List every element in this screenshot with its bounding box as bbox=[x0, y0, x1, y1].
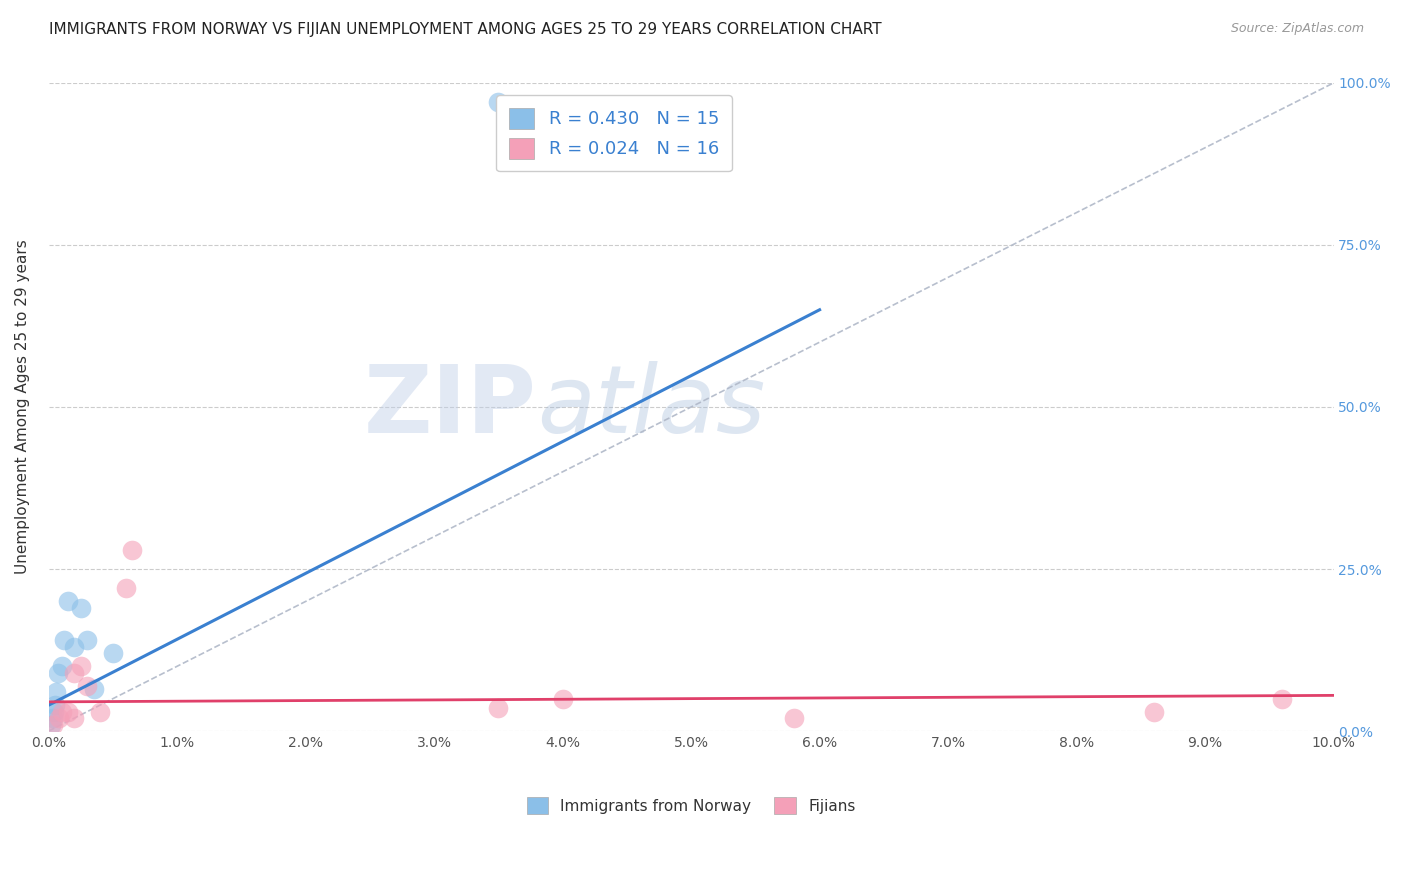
Point bbox=[48, 711, 70, 725]
Point bbox=[56, 594, 79, 608]
Point bbox=[89, 705, 111, 719]
Point bbox=[101, 646, 124, 660]
Text: atlas: atlas bbox=[537, 361, 765, 452]
Legend: Immigrants from Norway, Fijians: Immigrants from Norway, Fijians bbox=[520, 790, 862, 821]
Point bbox=[51, 659, 73, 673]
Point bbox=[46, 665, 69, 680]
Point bbox=[83, 681, 105, 696]
Point bbox=[63, 640, 86, 654]
Point bbox=[121, 542, 143, 557]
Point bbox=[486, 95, 509, 110]
Text: ZIP: ZIP bbox=[364, 361, 537, 453]
Point bbox=[45, 685, 67, 699]
Point bbox=[41, 717, 63, 731]
Point bbox=[41, 717, 63, 731]
Point bbox=[114, 582, 136, 596]
Point bbox=[63, 711, 86, 725]
Point bbox=[51, 705, 73, 719]
Point bbox=[486, 701, 509, 715]
Point bbox=[42, 705, 65, 719]
Point bbox=[76, 633, 98, 648]
Point bbox=[44, 698, 66, 712]
Point bbox=[1143, 705, 1166, 719]
Y-axis label: Unemployment Among Ages 25 to 29 years: Unemployment Among Ages 25 to 29 years bbox=[15, 240, 30, 574]
Point bbox=[551, 691, 574, 706]
Point bbox=[783, 711, 806, 725]
Point bbox=[70, 600, 93, 615]
Text: IMMIGRANTS FROM NORWAY VS FIJIAN UNEMPLOYMENT AMONG AGES 25 TO 29 YEARS CORRELAT: IMMIGRANTS FROM NORWAY VS FIJIAN UNEMPLO… bbox=[49, 22, 882, 37]
Point bbox=[70, 659, 93, 673]
Point bbox=[1271, 691, 1294, 706]
Point bbox=[41, 711, 63, 725]
Point bbox=[76, 679, 98, 693]
Point bbox=[56, 705, 79, 719]
Text: Source: ZipAtlas.com: Source: ZipAtlas.com bbox=[1230, 22, 1364, 36]
Point bbox=[53, 633, 76, 648]
Point bbox=[63, 665, 86, 680]
